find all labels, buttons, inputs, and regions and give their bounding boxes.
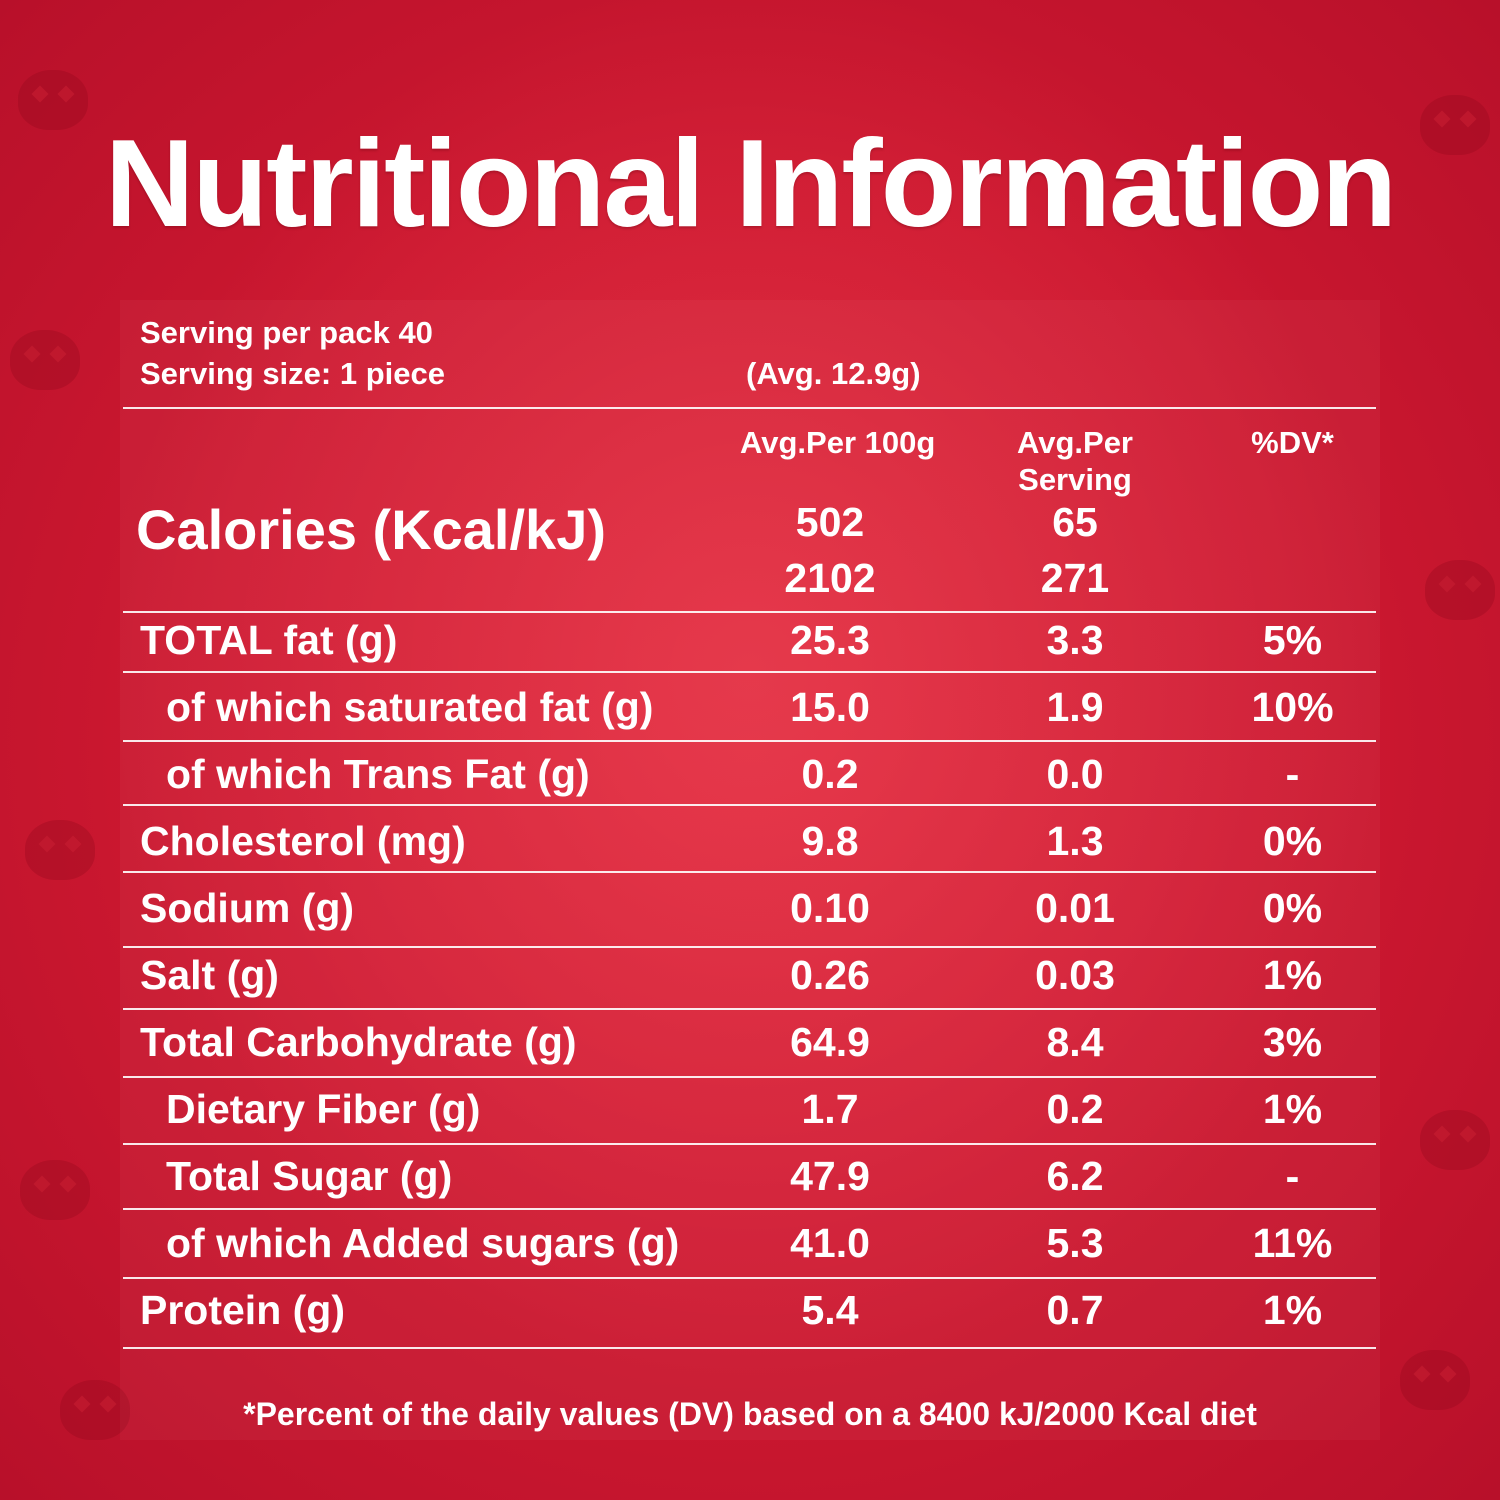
nutrient-dv: - <box>1285 751 1300 797</box>
nutrient-per-100g: 1.7 <box>801 1086 859 1132</box>
footnote: *Percent of the daily values (DV) based … <box>243 1396 1257 1432</box>
nutrient-dv: 11% <box>1252 1220 1333 1266</box>
nutrient-per-serving: 1.9 <box>1046 684 1104 730</box>
table-rule <box>123 871 1376 873</box>
table-rule <box>123 671 1376 673</box>
column-header-dv: %DV* <box>1251 425 1334 460</box>
nutrient-dv: 1% <box>1262 1086 1323 1132</box>
nutrient-label: of which saturated fat (g) <box>166 684 654 730</box>
nutrient-dv: 1% <box>1262 952 1323 998</box>
table-rule <box>123 946 1376 948</box>
nutrient-per-100g: 25.3 <box>790 617 870 663</box>
nutrient-per-100g: 0.2 <box>801 751 859 797</box>
serving-weight: (Avg. 12.9g) <box>746 356 921 391</box>
nutrient-per-serving: 0.01 <box>1035 885 1115 931</box>
page-title: Nutritional Information <box>104 115 1397 253</box>
nutrient-dv: 0% <box>1262 818 1323 864</box>
column-header-per-serving-line2: Serving <box>1018 462 1132 497</box>
nutrient-label: Sodium (g) <box>140 885 355 931</box>
nutrient-label: TOTAL fat (g) <box>140 617 398 663</box>
table-rule <box>123 740 1376 742</box>
nutrient-label: Salt (g) <box>140 952 279 998</box>
calories-per-100g-kcal: 502 <box>795 499 865 545</box>
nutrient-label: Cholesterol (mg) <box>140 818 466 864</box>
table-rule <box>123 804 1376 806</box>
pumpkin-pattern-icon <box>18 70 88 130</box>
nutrient-label: of which Trans Fat (g) <box>166 751 590 797</box>
nutrient-per-serving: 0.03 <box>1035 952 1115 998</box>
serving-size: Serving size: 1 piece <box>140 356 445 391</box>
nutrient-label: Protein (g) <box>140 1287 345 1333</box>
nutrient-per-serving: 0.7 <box>1046 1287 1104 1333</box>
nutrient-per-serving: 6.2 <box>1046 1153 1104 1199</box>
nutrient-dv: 5% <box>1262 617 1323 663</box>
column-header-per-100g: Avg.Per 100g <box>740 425 936 460</box>
nutrient-label: Total Sugar (g) <box>166 1153 453 1199</box>
nutrient-per-100g: 5.4 <box>801 1287 859 1333</box>
nutrient-per-100g: 15.0 <box>790 684 870 730</box>
pumpkin-pattern-icon <box>20 1160 90 1220</box>
pumpkin-pattern-icon <box>25 820 95 880</box>
pumpkin-pattern-icon <box>1400 1350 1470 1410</box>
table-rule <box>123 407 1376 409</box>
nutrient-dv: 3% <box>1262 1019 1323 1065</box>
nutrient-per-100g: 0.10 <box>790 885 870 931</box>
column-header-per-serving: Avg.Per Serving <box>990 424 1160 498</box>
nutrient-label: Total Carbohydrate (g) <box>140 1019 577 1065</box>
servings-per-pack: Serving per pack 40 <box>140 315 433 350</box>
nutrient-per-serving: 8.4 <box>1046 1019 1104 1065</box>
nutrient-per-100g: 9.8 <box>801 818 859 864</box>
nutrient-per-serving: 1.3 <box>1046 818 1104 864</box>
table-rule <box>123 1076 1376 1078</box>
nutrient-label: of which Added sugars (g) <box>166 1220 680 1266</box>
nutrient-dv: 10% <box>1251 684 1334 730</box>
column-header-per-serving-line1: Avg.Per <box>1016 425 1133 460</box>
calories-per-serving-kcal: 65 <box>1052 499 1098 545</box>
nutrient-per-serving: 3.3 <box>1046 617 1104 663</box>
calories-per-100g-kj: 2102 <box>784 555 876 601</box>
nutrient-per-serving: 0.0 <box>1046 751 1104 797</box>
table-rule <box>123 1143 1376 1145</box>
table-rule <box>123 1277 1376 1279</box>
nutrient-per-100g: 64.9 <box>790 1019 870 1065</box>
nutrient-dv: 1% <box>1262 1287 1323 1333</box>
nutrient-per-100g: 47.9 <box>790 1153 870 1199</box>
table-rule <box>123 1208 1376 1210</box>
nutrient-per-100g: 41.0 <box>790 1220 870 1266</box>
nutrient-per-serving: 5.3 <box>1046 1220 1104 1266</box>
table-rule <box>123 1008 1376 1010</box>
calories-label: Calories (Kcal/kJ) <box>136 498 606 561</box>
nutrient-dv: - <box>1285 1153 1300 1199</box>
nutrient-dv: 0% <box>1262 885 1323 931</box>
calories-per-serving-kj: 271 <box>1040 555 1110 601</box>
pumpkin-pattern-icon <box>1420 1110 1490 1170</box>
pumpkin-pattern-icon <box>1420 95 1490 155</box>
nutrient-per-100g: 0.26 <box>790 952 870 998</box>
nutrient-per-serving: 0.2 <box>1046 1086 1104 1132</box>
pumpkin-pattern-icon <box>60 1380 130 1440</box>
table-rule <box>123 1347 1376 1349</box>
nutrition-table-panel <box>120 300 1380 1440</box>
pumpkin-pattern-icon <box>1425 560 1495 620</box>
pumpkin-pattern-icon <box>10 330 80 390</box>
table-rule <box>123 611 1376 613</box>
nutrient-label: Dietary Fiber (g) <box>166 1086 481 1132</box>
